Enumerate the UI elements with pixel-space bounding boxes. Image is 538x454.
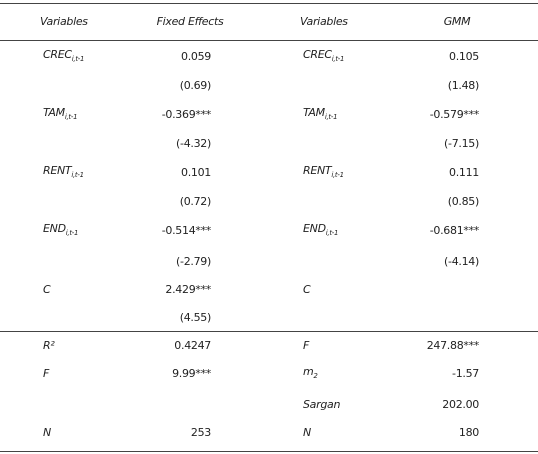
top-rule bbox=[0, 3, 538, 4]
variable-subscript: i,t-1 bbox=[325, 229, 339, 237]
variable-label: F bbox=[303, 339, 310, 352]
value-cell: (4.55) bbox=[179, 311, 212, 324]
variable-subscript: i,t-1 bbox=[324, 113, 338, 121]
variable-label: RENTi,t-1 bbox=[43, 163, 84, 183]
value-cell: (0.69) bbox=[179, 79, 212, 92]
variable-name: CREC bbox=[43, 48, 72, 61]
value-cell: 247.88*** bbox=[426, 339, 480, 352]
variable-name: TAM bbox=[303, 106, 325, 119]
header-rule bbox=[0, 40, 538, 41]
value-cell: -0.369*** bbox=[161, 108, 212, 121]
value-cell: -0.579*** bbox=[429, 108, 480, 121]
variable-label: C bbox=[43, 283, 51, 296]
value-cell: (1.48) bbox=[447, 79, 480, 92]
variable-label: Sargan bbox=[303, 398, 341, 411]
value-cell: -0.514*** bbox=[161, 224, 212, 237]
variable-label: ENDi,t-1 bbox=[43, 221, 78, 241]
variable-name: END bbox=[43, 222, 66, 235]
variable-label: N bbox=[303, 426, 311, 439]
variable-name: RENT bbox=[43, 164, 72, 177]
variable-subscript: i,t-1 bbox=[331, 55, 345, 63]
variable-subscript: i,t-1 bbox=[65, 229, 79, 237]
variable-subscript: i,t-1 bbox=[71, 55, 85, 63]
variable-subscript: i,t-1 bbox=[71, 171, 84, 179]
variable-label: C bbox=[303, 283, 311, 296]
column-header: Variables bbox=[300, 15, 348, 28]
value-cell: 9.99*** bbox=[172, 367, 211, 380]
variable-subscript: i,t-1 bbox=[64, 113, 78, 121]
value-cell: 0.4247 bbox=[174, 339, 211, 352]
variable-label: CRECi,t-1 bbox=[43, 47, 84, 67]
value-cell: 0.105 bbox=[449, 50, 479, 63]
value-cell: (-4.32) bbox=[176, 137, 211, 150]
mid-rule bbox=[0, 331, 538, 332]
value-cell: -1.57 bbox=[452, 367, 479, 380]
variable-label: TAMi,t-1 bbox=[43, 105, 78, 125]
variable-subscript: 2 bbox=[313, 372, 318, 380]
variable-label: F bbox=[43, 367, 50, 380]
variable-name: RENT bbox=[303, 164, 332, 177]
value-cell: 2.429*** bbox=[165, 283, 211, 296]
value-cell: (-7.15) bbox=[444, 137, 479, 150]
column-header: GMM bbox=[443, 15, 471, 28]
value-cell: 0.101 bbox=[181, 166, 211, 179]
variable-label: R² bbox=[43, 339, 55, 352]
value-cell: -0.681*** bbox=[429, 224, 480, 237]
variable-label: RENTi,t-1 bbox=[303, 163, 344, 183]
value-cell: (-2.79) bbox=[176, 255, 211, 268]
variable-label: TAMi,t-1 bbox=[303, 105, 338, 125]
variable-name: CREC bbox=[303, 48, 332, 61]
variable-name: TAM bbox=[43, 106, 65, 119]
value-cell: (0.85) bbox=[447, 195, 480, 208]
variable-subscript: i,t-1 bbox=[331, 171, 344, 179]
variable-label: m2 bbox=[303, 364, 318, 384]
column-header: Variables bbox=[40, 15, 88, 28]
value-cell: 0.111 bbox=[449, 166, 479, 179]
bottom-rule bbox=[0, 451, 538, 452]
variable-name: END bbox=[303, 222, 326, 235]
value-cell: (0.72) bbox=[179, 195, 212, 208]
column-header: Fixed Effects bbox=[156, 15, 224, 28]
variable-label: N bbox=[43, 426, 51, 439]
value-cell: 202.00 bbox=[442, 398, 479, 411]
value-cell: (-4.14) bbox=[444, 255, 479, 268]
variable-label: ENDi,t-1 bbox=[303, 221, 338, 241]
value-cell: 253 bbox=[190, 426, 211, 439]
value-cell: 0.059 bbox=[181, 50, 211, 63]
variable-label: CRECi,t-1 bbox=[303, 47, 344, 67]
value-cell: 180 bbox=[458, 426, 479, 439]
variable-name: m bbox=[303, 365, 314, 378]
